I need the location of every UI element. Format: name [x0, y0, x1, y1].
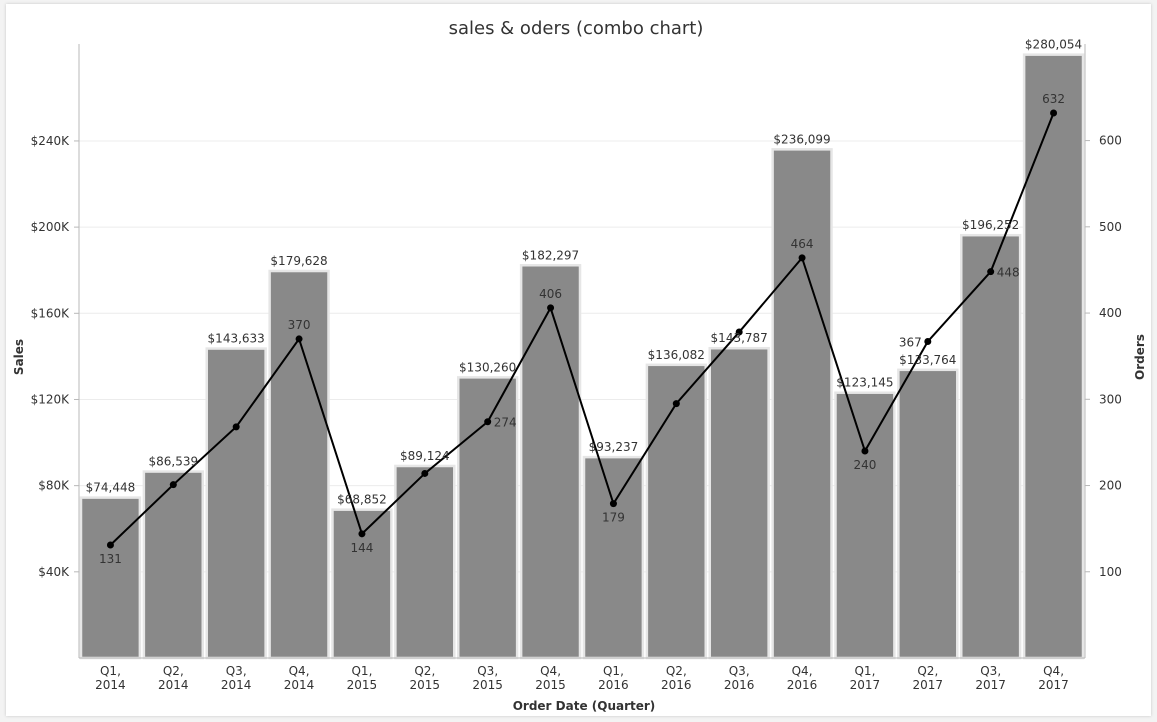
- line-value-label: 448: [997, 266, 1020, 280]
- y2-axis-label: Orders: [1133, 334, 1147, 380]
- x-tick-label: Q4, 2014: [284, 664, 315, 692]
- orders-point: [484, 418, 492, 426]
- bar: [645, 363, 707, 660]
- x-tick-label: Q2, 2016: [661, 664, 692, 692]
- y-tick-label: $200K: [31, 220, 71, 234]
- y-tick-label: $120K: [31, 392, 71, 406]
- orders-point: [421, 469, 429, 477]
- orders-point: [1050, 109, 1058, 117]
- bar: [960, 233, 1022, 660]
- x-tick-label: Q1, 2017: [850, 664, 881, 692]
- bar-series: [79, 53, 1085, 660]
- x-tick-label: Q2, 2015: [410, 664, 441, 692]
- y2-tick-label: 400: [1099, 306, 1122, 320]
- axes: $40K $80K $120K $160K $200K $240K 100 200 300 400…: [31, 44, 1122, 692]
- orders-point: [106, 541, 114, 549]
- bar-value-label: $130,260: [459, 360, 516, 374]
- bar-value-label: $136,082: [648, 348, 705, 362]
- y2-tick-label: 100: [1099, 565, 1122, 579]
- orders-point: [547, 304, 555, 312]
- orders-point: [358, 530, 366, 538]
- bar-value-label: $280,054: [1025, 38, 1082, 52]
- orders-point: [609, 500, 617, 508]
- y-tick-label: $160K: [31, 306, 71, 320]
- y-tick-label: $40K: [38, 565, 70, 579]
- bar-value-label: $143,787: [711, 331, 768, 345]
- x-tick-label: Q2, 2017: [913, 664, 944, 692]
- orders-point: [987, 268, 995, 276]
- bar: [834, 391, 896, 660]
- bar: [205, 347, 267, 660]
- orders-point: [798, 254, 806, 262]
- bar-value-label: $143,633: [208, 332, 265, 346]
- x-tick-label: Q3, 2015: [472, 664, 503, 692]
- line-value-label: 240: [853, 458, 876, 472]
- y2-tick-label: 300: [1099, 392, 1122, 406]
- x-tick-label: Q4, 2015: [535, 664, 566, 692]
- bar-value-label: $179,628: [270, 254, 327, 268]
- orders-point: [861, 447, 869, 455]
- bar-value-label: $196,252: [962, 218, 1019, 232]
- chart-title: sales & oders (combo chart): [449, 18, 704, 39]
- y-tick-label: $80K: [38, 479, 70, 493]
- x-tick-label: Q4, 2017: [1038, 664, 1069, 692]
- line-value-label: 367: [899, 336, 922, 350]
- bar-value-label: $182,297: [522, 248, 579, 262]
- x-tick-label: Q4, 2016: [787, 664, 818, 692]
- line-value-label: 274: [494, 416, 517, 430]
- x-tick-label: Q3, 2016: [724, 664, 755, 692]
- line-series: [106, 109, 1058, 549]
- bar: [79, 496, 142, 660]
- bar: [582, 455, 645, 660]
- bar: [142, 470, 204, 660]
- y2-tick-label: 600: [1099, 134, 1122, 148]
- y2-tick-label: 200: [1099, 479, 1122, 493]
- x-tick-label: Q2, 2014: [158, 664, 189, 692]
- orders-point: [924, 338, 932, 346]
- line-value-label: 179: [602, 511, 625, 525]
- bar: [394, 464, 456, 660]
- x-tick-label: Q3, 2017: [975, 664, 1006, 692]
- orders-point: [169, 481, 177, 489]
- y-tick-label: $240K: [31, 134, 71, 148]
- bar: [1022, 53, 1085, 660]
- orders-point: [295, 335, 303, 343]
- bar: [708, 346, 770, 660]
- line-value-label: 406: [539, 287, 562, 301]
- line-value-label: 131: [99, 552, 122, 566]
- bar-value-label: $89,124: [400, 449, 450, 463]
- bar-value-label: $133,764: [899, 353, 956, 367]
- bar-value-label: $123,145: [836, 376, 893, 390]
- data-labels: $74,448 $86,539 $143,633 $179,628 $68,852 $89…: [86, 38, 1083, 566]
- y2-tick-label: 500: [1099, 220, 1122, 234]
- x-axis-label: Order Date (Quarter): [513, 699, 656, 713]
- bar-value-label: $68,852: [337, 493, 387, 507]
- bar-value-label: $74,448: [86, 481, 136, 495]
- chart-card: sales & oders (combo chart) Sales Orders…: [6, 4, 1151, 716]
- x-tick-label: Q1, 2016: [598, 664, 629, 692]
- orders-point: [232, 423, 240, 431]
- bar-value-label: $236,099: [773, 132, 830, 146]
- x-tick-label: Q3, 2014: [221, 664, 252, 692]
- bar: [771, 148, 833, 660]
- orders-point: [735, 328, 743, 336]
- combo-chart: sales & oders (combo chart) Sales Orders…: [12, 18, 1147, 713]
- line-value-label: 370: [288, 318, 311, 332]
- bar-value-label: $93,237: [589, 440, 639, 454]
- bar: [897, 368, 959, 660]
- bar: [519, 264, 582, 660]
- orders-line: [109, 112, 1055, 546]
- line-value-label: 632: [1042, 92, 1065, 106]
- y-axis-label: Sales: [12, 339, 26, 375]
- line-value-label: 144: [350, 541, 373, 555]
- bar-value-label: $86,539: [149, 455, 199, 469]
- line-value-label: 464: [791, 237, 814, 251]
- orders-point: [672, 400, 680, 408]
- x-tick-label: Q1, 2014: [95, 664, 126, 692]
- x-tick-label: Q1, 2015: [347, 664, 378, 692]
